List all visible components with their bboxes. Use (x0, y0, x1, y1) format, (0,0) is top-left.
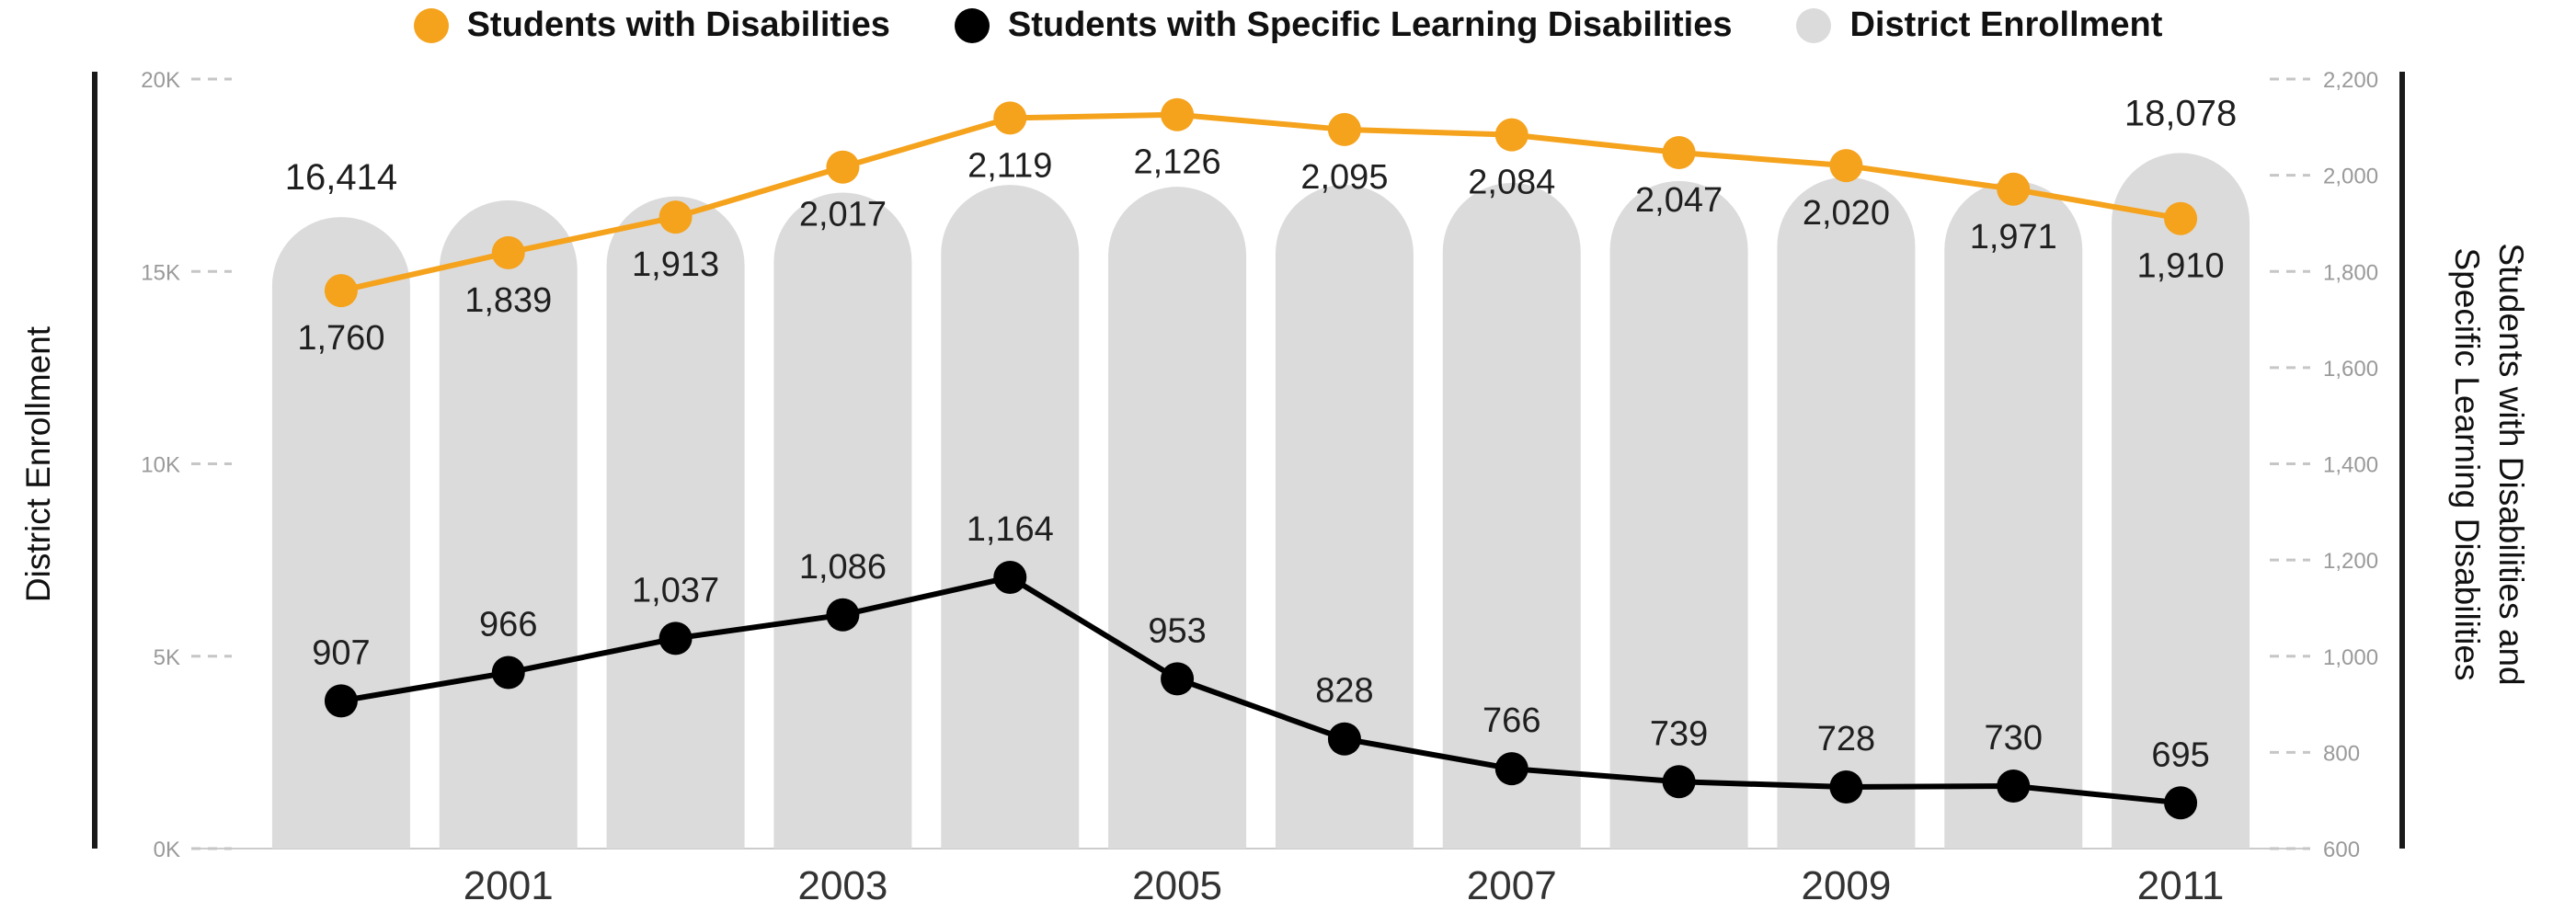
enrollment-bar (1442, 182, 1581, 849)
data-label: 828 (1315, 672, 1373, 711)
data-point (491, 656, 525, 690)
data-label: 1,164 (967, 510, 1054, 549)
right-tick-label: 600 (2323, 838, 2360, 862)
data-label: 1,910 (2137, 247, 2225, 286)
data-point (826, 150, 860, 184)
data-point (324, 274, 358, 308)
year-label: 2005 (1132, 863, 1222, 908)
data-label: 739 (1650, 714, 1708, 753)
legend: Students with Disabilities Students with… (0, 6, 2576, 45)
right-tick-label: 1,000 (2323, 645, 2378, 670)
data-point (658, 621, 693, 656)
data-point (1494, 752, 1528, 786)
data-label: 2,020 (1803, 194, 1890, 233)
data-point (1494, 118, 1528, 152)
left-tick-label: 0K (154, 838, 180, 862)
data-label: 2,084 (1468, 164, 1555, 202)
data-point (1161, 662, 1195, 696)
left-tick-label: 5K (154, 645, 180, 670)
data-point (2164, 201, 2198, 235)
left-tick-label: 20K (141, 68, 180, 93)
data-point (993, 560, 1027, 594)
data-point (1997, 769, 2031, 803)
data-label: 953 (1148, 611, 1206, 650)
enrollment-bar (1108, 187, 1247, 849)
data-point (1829, 770, 1863, 804)
left-tick-label: 10K (141, 453, 180, 478)
right-tick-label: 1,400 (2323, 453, 2378, 478)
series-line (338, 111, 2184, 294)
data-label: 695 (2151, 735, 2209, 774)
enrollment-bar (271, 217, 410, 849)
enrollment-bar (773, 192, 912, 849)
data-point (491, 235, 525, 269)
data-label: 2,119 (967, 146, 1052, 185)
right-tick-label: 2,000 (2323, 165, 2378, 189)
data-label: 2,017 (799, 196, 887, 234)
series-line (338, 574, 2184, 806)
data-point (1662, 136, 1696, 170)
right-tick-label: 2,200 (2323, 68, 2378, 93)
data-label: 730 (1985, 719, 2043, 758)
data-point (1161, 97, 1195, 131)
data-point (1997, 172, 2031, 206)
enrollment-bar (1609, 180, 1748, 849)
data-label: 1,971 (1970, 218, 2057, 256)
right-tick-label: 800 (2323, 741, 2360, 766)
data-label: 966 (479, 606, 537, 644)
data-label: 1,760 (297, 319, 384, 358)
legend-swatch-black-icon (954, 7, 990, 43)
enrollment-bar (2112, 153, 2250, 849)
enrollment-bar (1777, 177, 1916, 849)
data-point (993, 101, 1027, 135)
data-point (324, 684, 358, 718)
right-tick-label: 1,800 (2323, 260, 2378, 285)
enrollment-bar (1275, 185, 1414, 849)
bar-value-label: 16,414 (285, 157, 397, 198)
data-label: 1,839 (464, 281, 552, 320)
data-label: 1,086 (799, 548, 887, 587)
bar-value-label: 18,078 (2124, 93, 2237, 133)
data-label: 907 (312, 633, 370, 672)
data-point (1662, 765, 1696, 799)
right-tick-label: 1,600 (2323, 357, 2378, 382)
legend-item-students-with-specific-learning-disabilities: Students with Specific Learning Disabili… (954, 6, 1733, 45)
enrollment-bar (941, 185, 1080, 849)
data-label: 728 (1817, 720, 1875, 758)
year-label: 2007 (1467, 863, 1557, 908)
data-label: 2,047 (1635, 181, 1723, 220)
data-label: 2,126 (1134, 143, 1221, 182)
data-point (1327, 112, 1361, 146)
enrollment-bar (606, 196, 745, 849)
year-label: 2011 (2137, 863, 2225, 908)
legend-label: Students with Specific Learning Disabili… (1007, 6, 1733, 44)
legend-item-students-with-disabilities: Students with Disabilities (413, 6, 890, 45)
data-point (658, 200, 693, 234)
legend-item-district-enrollment: District Enrollment (1796, 6, 2162, 45)
data-point (1829, 149, 1863, 183)
data-label: 766 (1483, 701, 1540, 740)
legend-label: Students with Disabilities (466, 6, 890, 44)
legend-swatch-orange-icon (413, 7, 449, 43)
year-label: 2009 (1801, 863, 1891, 908)
right-tick-label: 1,200 (2323, 549, 2378, 574)
data-label: 2,095 (1300, 158, 1388, 197)
year-label: 2003 (797, 863, 887, 908)
data-point (826, 598, 860, 632)
year-label: 2001 (464, 863, 554, 908)
legend-label: District Enrollment (1849, 6, 2163, 44)
enrollment-bar (439, 200, 578, 849)
data-label: 1,913 (632, 245, 719, 284)
enrollment-bar (1944, 180, 2083, 849)
data-label: 1,037 (632, 571, 719, 610)
data-point (1327, 722, 1361, 756)
left-tick-label: 15K (141, 260, 180, 285)
data-point (2164, 786, 2198, 820)
legend-swatch-gray-icon (1796, 7, 1832, 43)
